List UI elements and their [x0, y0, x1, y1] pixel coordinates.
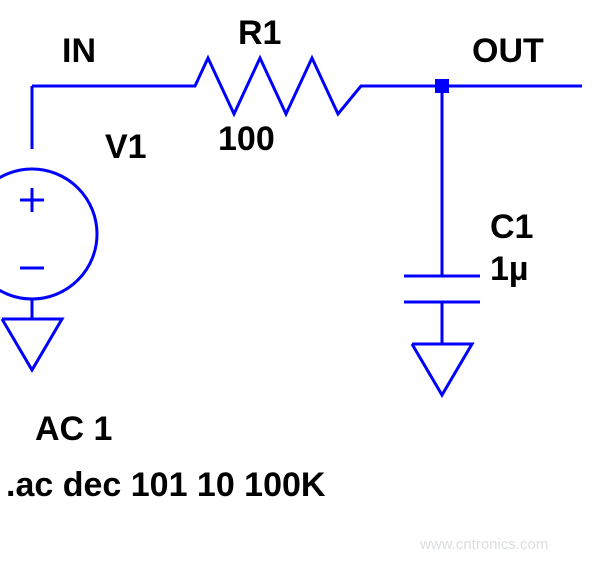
label-c1-name: C1	[490, 208, 533, 247]
label-out: OUT	[472, 32, 544, 71]
label-ac: AC 1	[35, 410, 112, 449]
label-in: IN	[62, 32, 96, 71]
label-c1-value: 1µ	[490, 250, 529, 289]
label-v1: V1	[105, 128, 147, 167]
node-out	[435, 79, 449, 93]
ground-right	[412, 344, 472, 395]
resistor-r1	[178, 58, 378, 114]
label-r1-value: 100	[218, 120, 275, 159]
label-r1-name: R1	[238, 14, 281, 53]
label-directive: .ac dec 101 10 100K	[6, 466, 325, 505]
source-v1-circle	[0, 169, 97, 299]
watermark-text: www.cntronics.com	[420, 536, 548, 553]
ground-left	[2, 319, 62, 370]
